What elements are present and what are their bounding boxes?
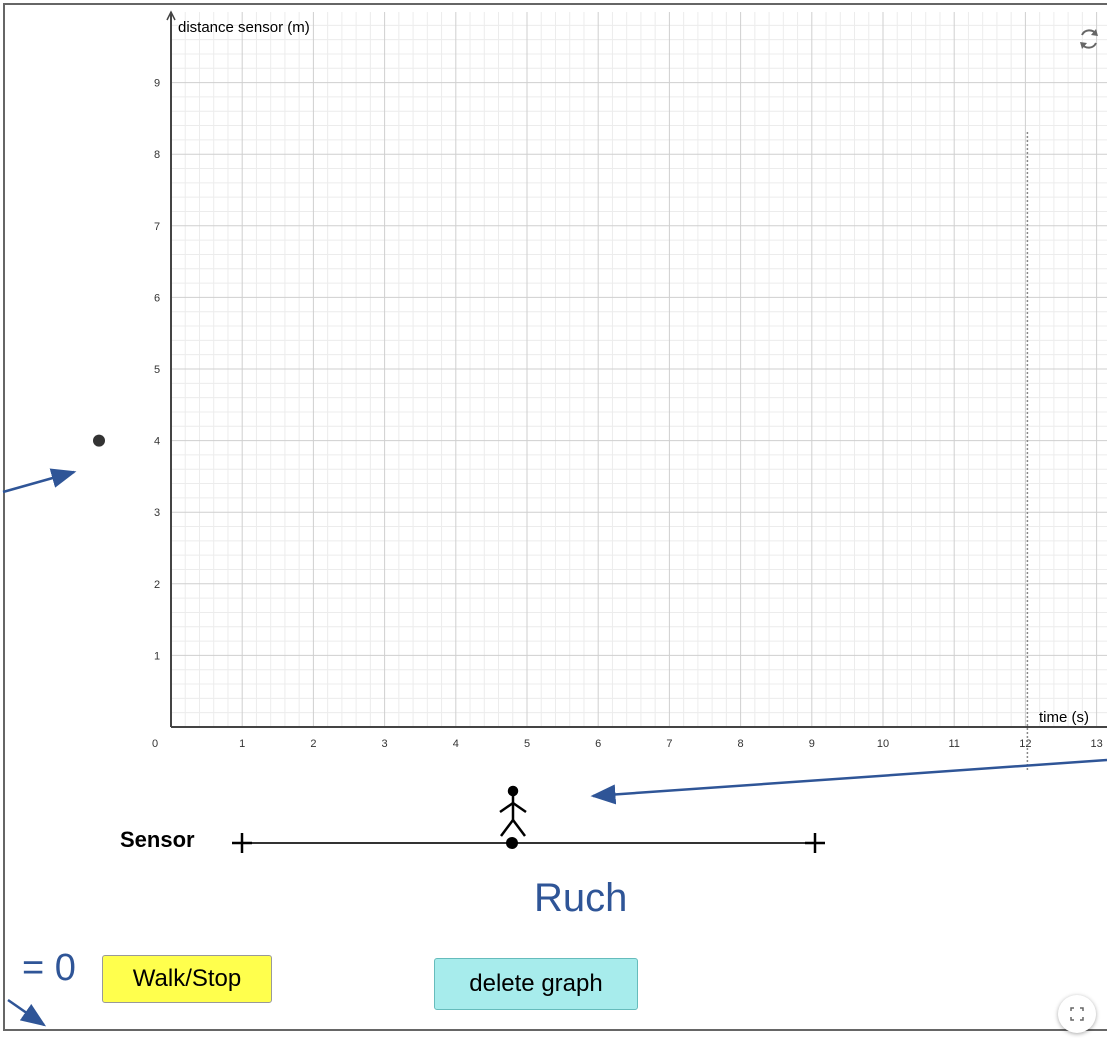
major-grid bbox=[170, 12, 1107, 728]
y-tick-label: 4 bbox=[154, 436, 160, 448]
y-tick-label: 6 bbox=[154, 292, 160, 304]
x-tick-label: 3 bbox=[382, 738, 388, 750]
x-tick-label: 9 bbox=[809, 738, 815, 750]
walk-stop-button[interactable]: Walk/Stop bbox=[102, 955, 272, 1003]
x-tick-label: 6 bbox=[595, 738, 601, 750]
equals-zero-annotation: = 0 bbox=[22, 947, 76, 989]
annotation-arrow-zero bbox=[7, 998, 47, 1027]
x-tick-label: 4 bbox=[453, 738, 459, 750]
reset-icon[interactable] bbox=[1076, 26, 1102, 52]
x-tick-label: 1 bbox=[239, 738, 245, 750]
y-tick-label: 2 bbox=[154, 579, 160, 591]
distance-point bbox=[93, 434, 105, 447]
y-axis-arrow bbox=[166, 10, 176, 21]
x-tick-label: 13 bbox=[1090, 738, 1102, 750]
ruch-annotation: Ruch bbox=[534, 876, 628, 920]
y-tick-label: 8 bbox=[154, 149, 160, 161]
axes bbox=[166, 10, 1107, 728]
y-tick-label: 7 bbox=[154, 221, 160, 233]
x-tick-label: 8 bbox=[738, 738, 744, 750]
y-tick-label: 1 bbox=[154, 650, 160, 662]
x-axis-label: time (s) bbox=[1039, 709, 1089, 726]
walker-position-point[interactable] bbox=[506, 837, 518, 849]
x-tick-label: 0 bbox=[152, 738, 158, 750]
x-tick-label: 5 bbox=[524, 738, 530, 750]
applet-frame bbox=[3, 3, 1107, 1031]
fullscreen-button[interactable] bbox=[1058, 995, 1096, 1033]
stick-figure-icon[interactable] bbox=[499, 785, 527, 837]
delete-graph-button[interactable]: delete graph bbox=[434, 958, 638, 1010]
x-tick-label: 7 bbox=[666, 738, 672, 750]
annotation-arrow-walker bbox=[590, 758, 1107, 805]
x-tick-label: 2 bbox=[310, 738, 316, 750]
y-tick-label: 3 bbox=[154, 507, 160, 519]
x-tick-label: 12 bbox=[1019, 738, 1031, 750]
y-axis-label: distance sensor (m) bbox=[178, 19, 310, 36]
y-tick-label: 9 bbox=[154, 78, 160, 90]
annotation-arrow-point bbox=[2, 468, 77, 494]
sensor-label: Sensor bbox=[120, 827, 195, 852]
x-tick-label: 11 bbox=[948, 738, 959, 750]
sensor-track bbox=[232, 833, 825, 853]
fullscreen-icon bbox=[1070, 1007, 1084, 1021]
y-tick-label: 5 bbox=[154, 364, 160, 376]
x-tick-label: 10 bbox=[877, 738, 889, 750]
